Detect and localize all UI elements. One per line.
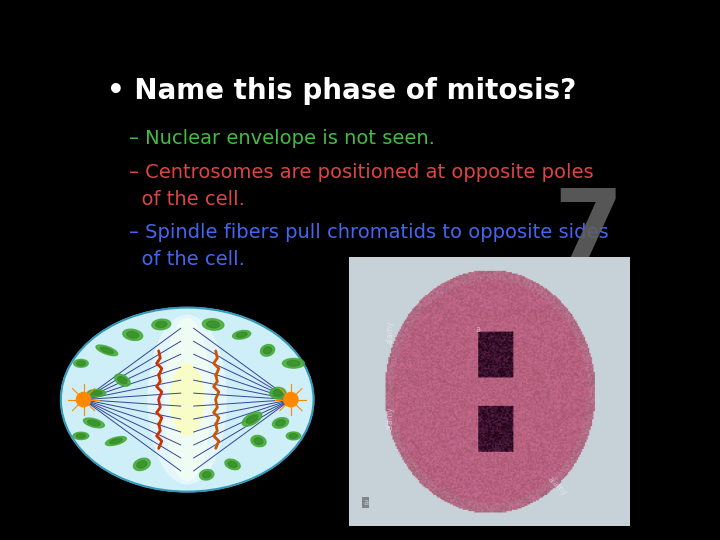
Ellipse shape: [100, 347, 113, 354]
Ellipse shape: [261, 345, 274, 356]
Ellipse shape: [133, 458, 150, 470]
Ellipse shape: [287, 360, 300, 366]
Ellipse shape: [202, 319, 224, 330]
Text: alamy: alamy: [546, 475, 569, 497]
Ellipse shape: [199, 469, 214, 480]
Text: 7: 7: [553, 185, 623, 282]
Ellipse shape: [164, 319, 210, 481]
Text: of the cell.: of the cell.: [129, 190, 245, 208]
Ellipse shape: [73, 432, 89, 440]
Text: alamy: alamy: [386, 320, 395, 344]
Ellipse shape: [282, 359, 305, 368]
Ellipse shape: [207, 321, 220, 328]
Ellipse shape: [236, 332, 247, 338]
Ellipse shape: [242, 412, 262, 426]
Ellipse shape: [91, 391, 102, 395]
Text: of the cell.: of the cell.: [129, 250, 245, 269]
Ellipse shape: [73, 360, 89, 367]
Ellipse shape: [273, 390, 283, 396]
Ellipse shape: [87, 389, 106, 397]
Text: – Nuclear envelope is not seen.: – Nuclear envelope is not seen.: [129, 129, 435, 149]
Circle shape: [284, 393, 298, 407]
Ellipse shape: [114, 374, 130, 386]
Ellipse shape: [272, 417, 289, 428]
Ellipse shape: [109, 438, 122, 444]
Ellipse shape: [148, 315, 226, 484]
Ellipse shape: [156, 321, 167, 328]
Ellipse shape: [123, 329, 143, 340]
Ellipse shape: [254, 438, 263, 444]
Ellipse shape: [60, 308, 313, 491]
Ellipse shape: [96, 345, 117, 356]
Ellipse shape: [105, 437, 127, 445]
Ellipse shape: [76, 434, 86, 438]
Ellipse shape: [264, 347, 271, 354]
Text: – Centrosomes are positioned at opposite poles: – Centrosomes are positioned at opposite…: [129, 163, 594, 181]
Ellipse shape: [270, 387, 286, 399]
Ellipse shape: [202, 471, 211, 478]
Text: a: a: [364, 498, 369, 507]
Ellipse shape: [225, 459, 240, 470]
Ellipse shape: [228, 461, 237, 468]
Circle shape: [76, 393, 91, 407]
Text: a: a: [475, 325, 481, 334]
Ellipse shape: [289, 434, 298, 438]
Ellipse shape: [137, 461, 147, 468]
Ellipse shape: [127, 332, 139, 338]
Ellipse shape: [152, 319, 171, 330]
Ellipse shape: [88, 420, 100, 426]
Text: – Spindle fibers pull chromatids to opposite sides: – Spindle fibers pull chromatids to oppo…: [129, 223, 608, 242]
Text: • Name this phase of mitosis?: • Name this phase of mitosis?: [107, 77, 576, 105]
Text: alamy: alamy: [386, 407, 395, 430]
Ellipse shape: [171, 364, 203, 435]
Ellipse shape: [287, 432, 301, 440]
Ellipse shape: [76, 361, 85, 366]
Ellipse shape: [251, 435, 266, 447]
Ellipse shape: [118, 376, 127, 384]
Ellipse shape: [246, 415, 258, 423]
Ellipse shape: [84, 418, 104, 428]
Ellipse shape: [276, 420, 285, 426]
Ellipse shape: [233, 330, 251, 339]
